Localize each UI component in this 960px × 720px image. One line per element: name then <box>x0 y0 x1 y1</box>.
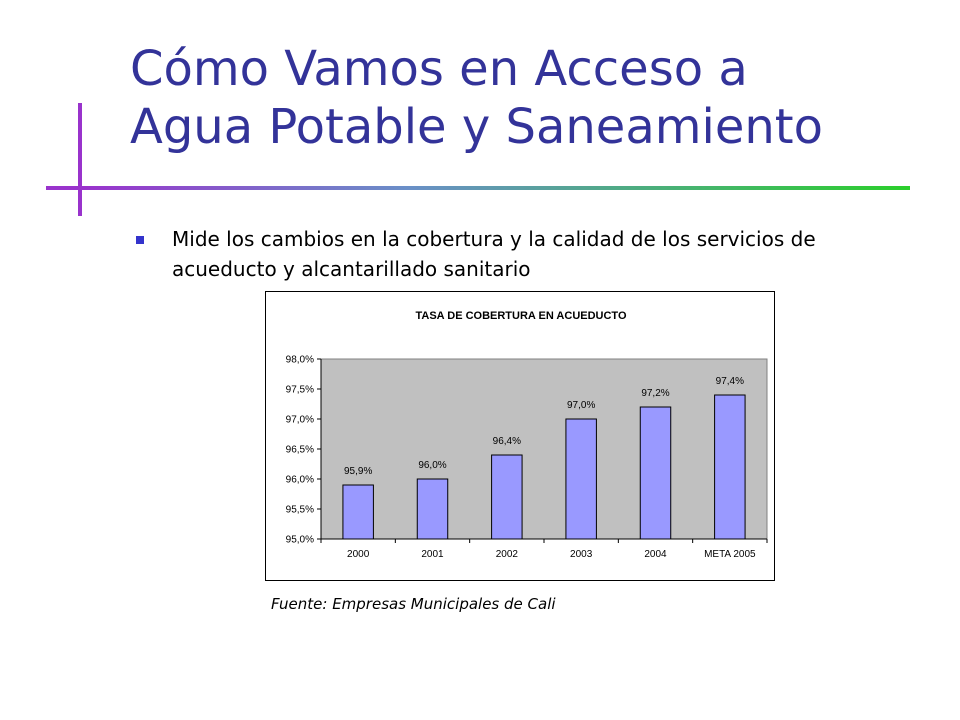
plot-area <box>320 358 768 540</box>
data-label: 95,9% <box>344 466 372 477</box>
data-label: 97,4% <box>716 376 744 387</box>
bar <box>416 478 449 540</box>
square-bullet-icon <box>136 236 144 244</box>
slide-title-line-2: Agua Potable y Saneamiento <box>130 99 823 155</box>
data-label: 96,0% <box>418 460 446 471</box>
y-tick-label: 98,0% <box>286 355 314 366</box>
bar <box>342 484 374 540</box>
y-tick-label: 96,5% <box>286 445 314 456</box>
bullet-text: Mide los cambios en la cobertura y la ca… <box>172 227 816 281</box>
x-tick-label: 2004 <box>644 549 667 560</box>
bar <box>714 394 746 540</box>
source-note: Fuente: Empresas Municipales de Cali <box>271 595 556 613</box>
slide-title: Cómo Vamos en Acceso a Agua Potable y Sa… <box>130 40 930 156</box>
x-tick-label: 2000 <box>347 549 370 560</box>
y-tick-label: 96,0% <box>286 475 314 486</box>
x-tick-label: 2002 <box>496 549 519 560</box>
x-tick-label: META 2005 <box>704 549 756 560</box>
y-tick-label: 95,0% <box>286 535 314 546</box>
horizontal-accent-line <box>46 186 910 190</box>
chart-title: TASA DE COBERTURA EN ACUEDUCTO <box>415 310 626 322</box>
x-tick-label: 2003 <box>570 549 593 560</box>
bar <box>491 454 523 540</box>
data-label: 97,2% <box>641 388 669 399</box>
x-tick-label: 2001 <box>421 549 444 560</box>
bar <box>639 406 672 540</box>
slide-title-line-1: Cómo Vamos en Acceso a <box>130 41 748 97</box>
vertical-accent-line <box>78 103 82 216</box>
data-label: 96,4% <box>493 436 521 447</box>
bar-chart: TASA DE COBERTURA EN ACUEDUCTO 95,0% 95,5%… <box>286 310 768 560</box>
data-label: 97,0% <box>567 400 595 411</box>
y-tick-label: 95,5% <box>286 505 314 516</box>
chart-frame: TASA DE COBERTURA EN ACUEDUCTO 95,0% 95,5%… <box>265 291 775 581</box>
y-tick-label: 97,5% <box>286 385 314 396</box>
bar <box>565 418 597 540</box>
y-tick-label: 97,0% <box>286 415 314 426</box>
